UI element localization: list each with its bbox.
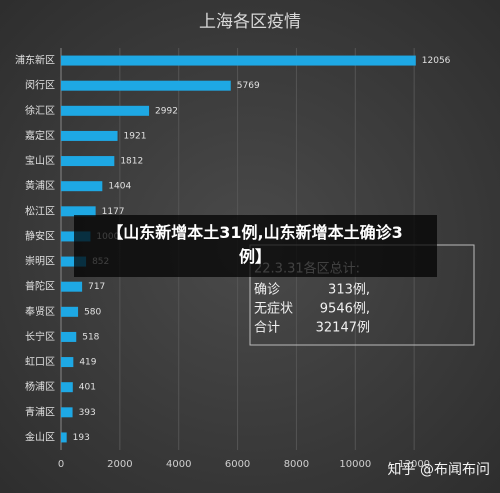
x-tick-label: 4000 (166, 459, 191, 470)
y-tick-label: 闵行区 (25, 79, 55, 92)
bar (61, 281, 83, 292)
chart-title: 上海各区疫情 (199, 12, 301, 32)
value-label: 717 (88, 282, 105, 292)
bar (61, 130, 118, 141)
value-label: 193 (73, 433, 90, 443)
value-label: 5769 (237, 81, 260, 91)
y-tick-label: 黄浦区 (25, 179, 55, 192)
x-tick-label: 6000 (225, 459, 250, 470)
headline-banner (74, 215, 437, 277)
y-tick-label: 奉贤区 (25, 305, 55, 318)
x-tick-label: 12000 (398, 459, 430, 470)
bar (61, 181, 103, 192)
headline: 【山东新增本土31例,山东新增本土确诊3 例】 (107, 223, 402, 266)
y-tick-label: 普陀区 (25, 280, 55, 293)
y-tick-label: 长宁区 (25, 330, 55, 343)
watermark: 知乎 @布闻布问 (388, 461, 490, 478)
y-tick-label: 徐汇区 (25, 104, 55, 117)
summary-value: 313例, (328, 283, 370, 298)
bar (61, 80, 231, 91)
value-label: 419 (79, 358, 96, 368)
value-label: 1921 (124, 131, 147, 141)
y-tick-label: 崇明区 (25, 256, 55, 268)
bar (61, 407, 73, 418)
value-label: 1177 (102, 207, 125, 217)
value-label: 518 (82, 332, 99, 342)
bar (61, 206, 96, 217)
summary-value: 9546例, (320, 302, 370, 317)
x-tick-label: 0 (58, 459, 64, 470)
y-tick-label: 青浦区 (25, 405, 55, 418)
value-label: 401 (79, 383, 96, 393)
bar (61, 256, 87, 267)
y-tick-label: 杨浦区 (25, 380, 55, 393)
value-label: 1812 (120, 157, 143, 167)
y-tick-label: 浦东新区 (15, 54, 55, 67)
y-tick-label: 虹口区 (25, 356, 55, 368)
bar (61, 306, 79, 317)
y-tick-label: 嘉定区 (25, 129, 55, 142)
x-tick-label: 10000 (339, 459, 371, 470)
value-label: 393 (79, 408, 96, 418)
value-label: 1404 (108, 182, 131, 192)
bar (61, 432, 67, 443)
y-tick-label: 静安区 (25, 229, 55, 242)
bar (61, 55, 416, 66)
x-tick-label: 8000 (284, 459, 309, 470)
summary-value: 32147例 (316, 321, 370, 336)
bar (61, 105, 150, 116)
summary-label: 确诊 (254, 283, 280, 298)
summary-label: 无症状 (254, 302, 293, 317)
y-tick-label: 宝山区 (25, 154, 55, 167)
value-label: 580 (84, 307, 101, 317)
summary-label: 合计 (254, 321, 280, 336)
value-label: 2992 (155, 106, 178, 116)
y-tick-label: 金山区 (25, 430, 55, 443)
value-label: 12056 (422, 56, 451, 66)
bar (61, 357, 74, 368)
bar (61, 331, 77, 342)
bar (61, 156, 115, 167)
x-tick-label: 2000 (107, 459, 132, 470)
y-tick-label: 松江区 (25, 204, 55, 217)
bar (61, 382, 73, 393)
